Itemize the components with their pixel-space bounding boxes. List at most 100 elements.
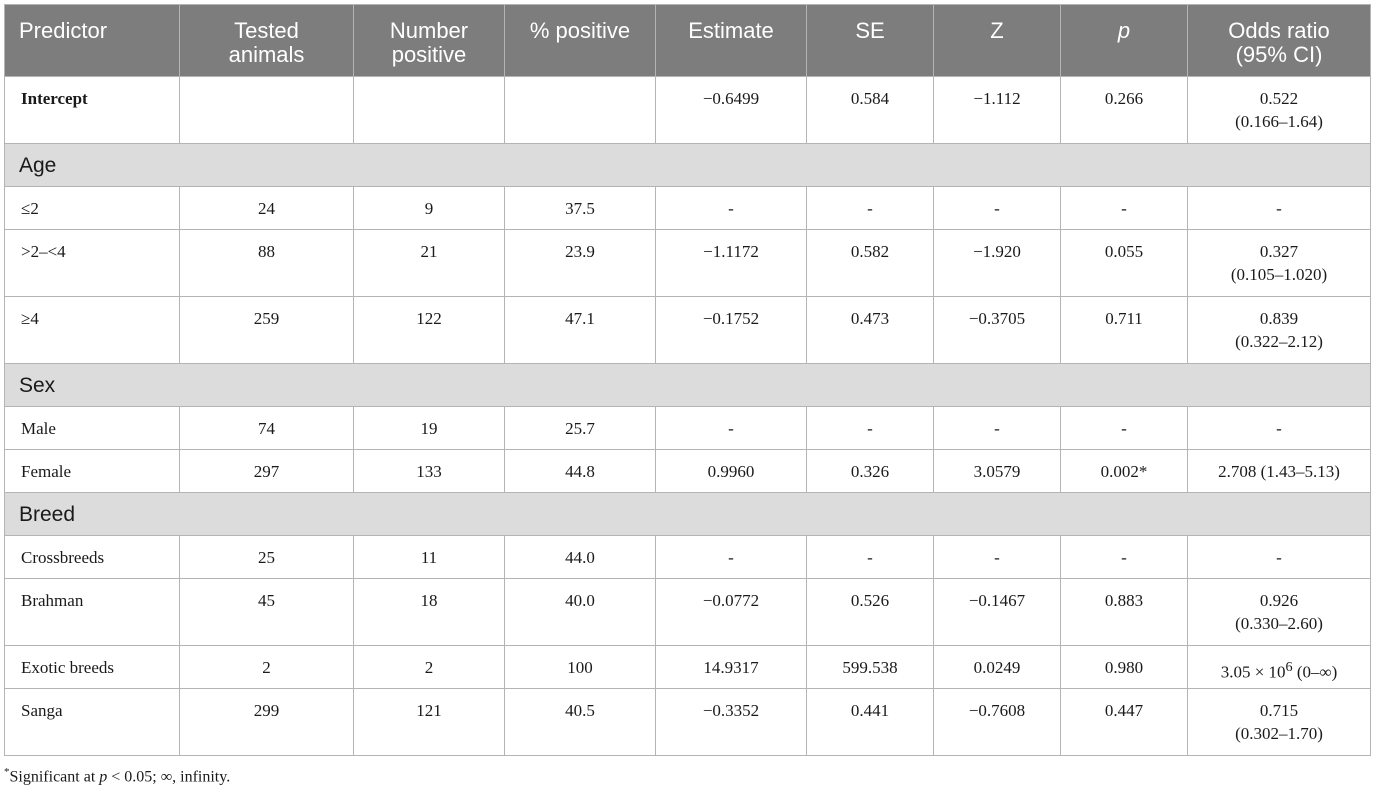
header-row: Predictor Tested animals Number positive %… [4, 4, 1371, 77]
cell-estimate: - [655, 535, 807, 579]
cell-p: 0.447 [1060, 688, 1188, 756]
cell-odds-ratio: 0.522 (0.166–1.64) [1187, 76, 1371, 144]
cell-odds-ratio: 0.926 (0.330–2.60) [1187, 578, 1371, 646]
cell-percent: 44.0 [504, 535, 656, 579]
cell-estimate: - [655, 406, 807, 450]
cell-se: 0.526 [806, 578, 934, 646]
cell-tested: 2 [179, 645, 354, 689]
row-label: Female [4, 449, 180, 493]
cell-percent: 47.1 [504, 296, 656, 364]
section-title: Sex [4, 363, 1371, 407]
cell-se: 0.582 [806, 229, 934, 297]
cell-odds-ratio: 0.839 (0.322–2.12) [1187, 296, 1371, 364]
cell-z: −0.3705 [933, 296, 1061, 364]
cell-estimate: −1.1172 [655, 229, 807, 297]
cell-p: - [1060, 186, 1188, 230]
section-row-age: Age [4, 143, 1371, 187]
row-label: Intercept [4, 76, 180, 144]
cell-z: - [933, 186, 1061, 230]
header-estimate: Estimate [655, 4, 807, 77]
cell-percent: 37.5 [504, 186, 656, 230]
cell-percent [504, 76, 656, 144]
cell-p: - [1060, 406, 1188, 450]
row-label: ≥4 [4, 296, 180, 364]
cell-z: 3.0579 [933, 449, 1061, 493]
cell-percent: 40.0 [504, 578, 656, 646]
cell-z: 0.0249 [933, 645, 1061, 689]
cell-z: −1.920 [933, 229, 1061, 297]
cell-positive: 2 [353, 645, 505, 689]
cell-positive: 133 [353, 449, 505, 493]
odds-ratio-table: Predictor Tested animals Number positive %… [4, 4, 1371, 756]
cell-percent: 23.9 [504, 229, 656, 297]
cell-odds-ratio: - [1187, 186, 1371, 230]
cell-estimate: −0.0772 [655, 578, 807, 646]
cell-positive: 18 [353, 578, 505, 646]
cell-z: −1.112 [933, 76, 1061, 144]
cell-tested: 88 [179, 229, 354, 297]
table-row: Male 74 19 25.7 - - - - - [4, 406, 1371, 450]
cell-se: 0.441 [806, 688, 934, 756]
cell-p: 0.883 [1060, 578, 1188, 646]
row-label: Exotic breeds [4, 645, 180, 689]
cell-positive: 121 [353, 688, 505, 756]
table-row: Crossbreeds 25 11 44.0 - - - - - [4, 535, 1371, 579]
cell-z: - [933, 535, 1061, 579]
cell-se: 599.538 [806, 645, 934, 689]
cell-estimate: −0.1752 [655, 296, 807, 364]
cell-se: 0.326 [806, 449, 934, 493]
cell-positive: 11 [353, 535, 505, 579]
header-p: p [1060, 4, 1188, 77]
cell-percent: 44.8 [504, 449, 656, 493]
header-z: Z [933, 4, 1061, 77]
cell-z: −0.7608 [933, 688, 1061, 756]
cell-odds-ratio: - [1187, 406, 1371, 450]
cell-odds-ratio: - [1187, 535, 1371, 579]
header-tested-animals: Tested animals [179, 4, 354, 77]
cell-tested: 45 [179, 578, 354, 646]
header-number-positive: Number positive [353, 4, 505, 77]
cell-p: 0.002* [1060, 449, 1188, 493]
cell-tested: 259 [179, 296, 354, 364]
row-label: Sanga [4, 688, 180, 756]
header-odds-ratio: Odds ratio (95% CI) [1187, 4, 1371, 77]
cell-percent: 100 [504, 645, 656, 689]
table-row: ≥4 259 122 47.1 −0.1752 0.473 −0.3705 0.… [4, 296, 1371, 364]
table-footnote: *Significant at p < 0.05; ∞, infinity. [4, 766, 231, 786]
cell-tested: 25 [179, 535, 354, 579]
table-row: Brahman 45 18 40.0 −0.0772 0.526 −0.1467… [4, 578, 1371, 646]
cell-positive: 9 [353, 186, 505, 230]
cell-z: - [933, 406, 1061, 450]
cell-p: - [1060, 535, 1188, 579]
cell-estimate: - [655, 186, 807, 230]
cell-tested: 299 [179, 688, 354, 756]
cell-estimate: −0.6499 [655, 76, 807, 144]
section-row-sex: Sex [4, 363, 1371, 407]
cell-estimate: −0.3352 [655, 688, 807, 756]
cell-odds-ratio: 0.715 (0.302–1.70) [1187, 688, 1371, 756]
cell-z: −0.1467 [933, 578, 1061, 646]
cell-tested: 24 [179, 186, 354, 230]
section-row-breed: Breed [4, 492, 1371, 536]
cell-se: 0.473 [806, 296, 934, 364]
cell-odds-ratio: 2.708 (1.43–5.13) [1187, 449, 1371, 493]
cell-estimate: 0.9960 [655, 449, 807, 493]
section-title: Age [4, 143, 1371, 187]
table-row: Sanga 299 121 40.5 −0.3352 0.441 −0.7608… [4, 688, 1371, 756]
table-row: >2–<4 88 21 23.9 −1.1172 0.582 −1.920 0.… [4, 229, 1371, 297]
cell-positive: 19 [353, 406, 505, 450]
cell-se: - [806, 535, 934, 579]
cell-se: - [806, 186, 934, 230]
cell-se: 0.584 [806, 76, 934, 144]
row-label: Brahman [4, 578, 180, 646]
cell-tested: 297 [179, 449, 354, 493]
cell-tested: 74 [179, 406, 354, 450]
cell-p: 0.980 [1060, 645, 1188, 689]
cell-positive: 21 [353, 229, 505, 297]
header-percent-positive: % positive [504, 4, 656, 77]
cell-positive [353, 76, 505, 144]
section-title: Breed [4, 492, 1371, 536]
row-label: >2–<4 [4, 229, 180, 297]
table-row: Exotic breeds 2 2 100 14.9317 599.538 0.… [4, 645, 1371, 689]
cell-odds-ratio: 3.05 × 106 (0–∞) [1187, 645, 1371, 689]
